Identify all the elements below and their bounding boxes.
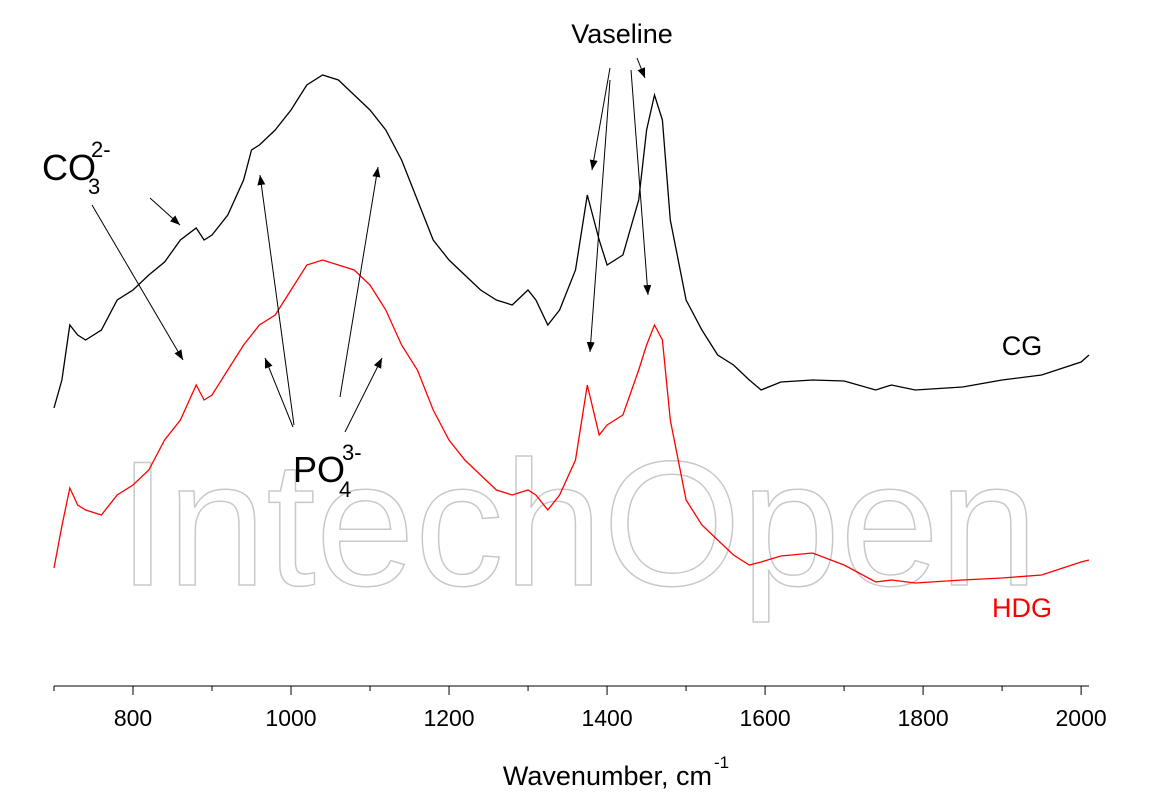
x-tick-label: 1600	[739, 705, 790, 731]
annotation-sub: 4	[339, 477, 351, 502]
arrow	[264, 357, 294, 428]
x-tick-label: 2000	[1056, 705, 1107, 731]
arrow	[589, 67, 611, 171]
x-tick-label: 800	[114, 705, 152, 731]
annotation: Vaseline	[571, 19, 673, 49]
arrow	[257, 174, 295, 426]
arrow	[149, 197, 181, 226]
x-tick-label: 1800	[897, 705, 948, 731]
x-tick-label: 1400	[581, 705, 632, 731]
series-line	[53, 74, 1090, 409]
watermark: IntechOpen	[118, 424, 1038, 623]
arrow	[344, 357, 383, 433]
series-line	[53, 259, 1090, 584]
annotation-sup: 3-	[342, 440, 362, 465]
arrow	[630, 69, 652, 296]
x-axis-label: Wavenumber, cm	[503, 761, 712, 791]
x-axis-label-sup: -1	[714, 753, 729, 772]
arrow	[339, 166, 381, 398]
x-tick-label: 1000	[265, 705, 316, 731]
series-label: CG	[1002, 331, 1043, 361]
arrows	[91, 57, 652, 433]
arrow	[91, 204, 184, 361]
annotation: CO	[42, 147, 96, 188]
annotation-sup: 2-	[91, 137, 111, 162]
x-tick-label: 1200	[423, 705, 474, 731]
annotation: PO	[293, 449, 345, 490]
arrow	[636, 57, 646, 79]
plot-area: 800 1000 1200 1400 1600 1800 2000	[53, 74, 1107, 731]
arrow	[586, 79, 611, 353]
annotation-sub: 3	[88, 174, 100, 199]
series-label: HDG	[992, 593, 1052, 623]
